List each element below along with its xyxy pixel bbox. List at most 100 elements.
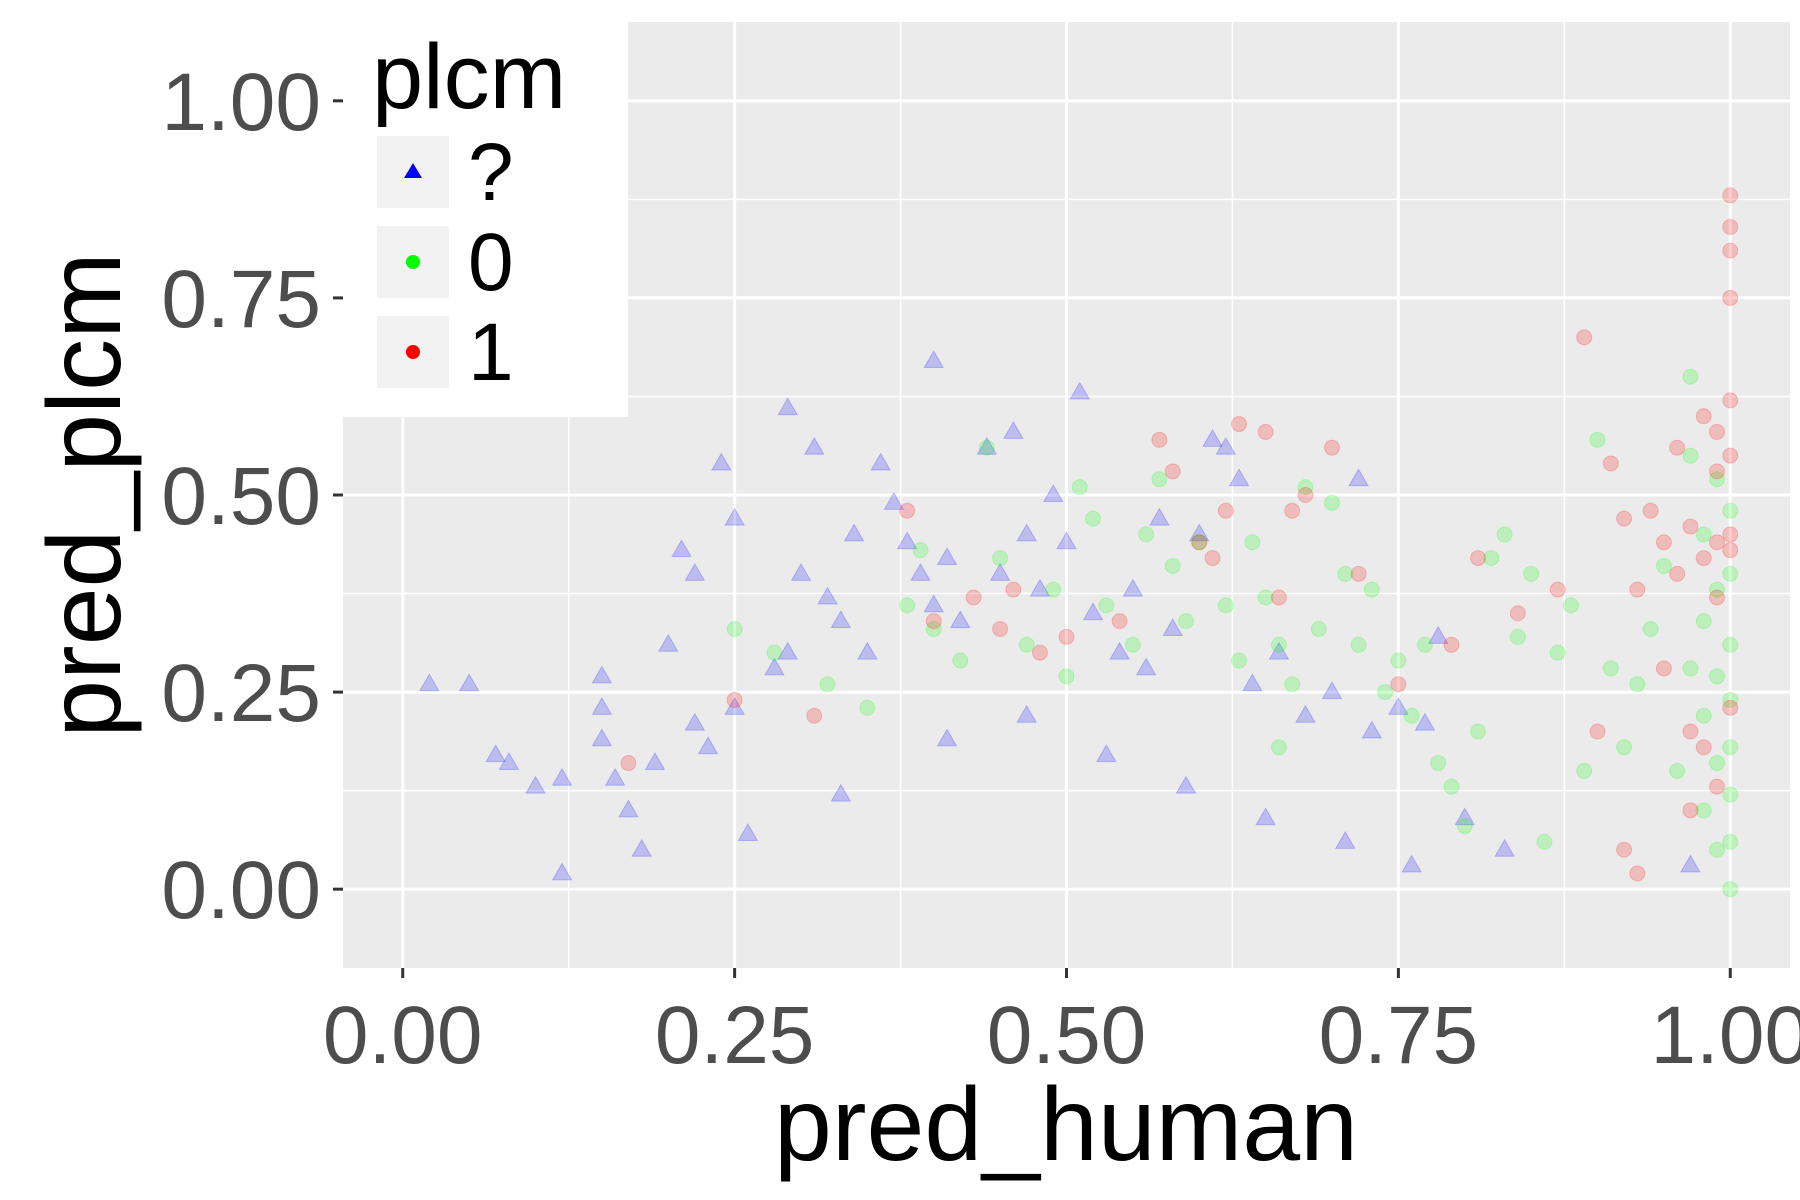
data-point [1655, 660, 1672, 677]
data-point [1722, 786, 1739, 803]
series-1 [620, 187, 1739, 882]
data-point [1562, 597, 1579, 614]
data-point [843, 523, 865, 542]
data-point [1602, 660, 1619, 677]
data-point [1350, 565, 1367, 582]
data-point [1058, 628, 1075, 645]
data-point [618, 799, 639, 818]
data-point [857, 641, 878, 660]
data-point [1310, 621, 1327, 638]
legend-circle-symbol [406, 255, 420, 269]
data-point [1695, 408, 1712, 425]
data-point [1124, 636, 1141, 653]
data-point [1642, 621, 1659, 638]
data-point [923, 349, 945, 368]
data-point [1496, 526, 1513, 543]
data-point [1095, 744, 1117, 763]
data-point [1202, 428, 1223, 447]
data-point [1629, 676, 1646, 693]
data-point [1695, 526, 1712, 543]
y-axis-title: pred_plcm [27, 252, 143, 738]
data-point [644, 752, 666, 771]
data-point [1722, 565, 1739, 582]
data-point [1334, 830, 1356, 849]
data-point [1616, 739, 1633, 756]
data-point [1708, 471, 1725, 488]
data-point [803, 436, 825, 455]
data-point [1348, 468, 1369, 487]
data-point [1616, 841, 1633, 858]
data-point [1669, 762, 1686, 779]
data-point [1029, 578, 1051, 597]
data-point [1162, 618, 1184, 637]
data-point [1427, 625, 1449, 644]
data-point [1270, 636, 1287, 653]
data-point [1682, 518, 1699, 535]
data-point [1682, 802, 1699, 819]
data-point [1695, 613, 1712, 630]
data-point [1295, 704, 1316, 723]
data-point [1602, 455, 1619, 472]
data-point [1708, 755, 1725, 772]
data-point [1576, 762, 1593, 779]
data-point [777, 397, 799, 416]
data-point [1722, 699, 1739, 716]
data-point [790, 562, 812, 581]
data-point [1003, 420, 1024, 439]
data-point [1722, 242, 1739, 259]
data-point [1337, 565, 1354, 582]
data-point [936, 728, 958, 747]
data-point [989, 562, 1011, 581]
data-point [936, 547, 958, 566]
data-point [1722, 447, 1739, 464]
data-point [737, 822, 759, 841]
data-point [1708, 534, 1725, 551]
data-point [817, 586, 838, 605]
data-point [1708, 778, 1725, 795]
data-point [1149, 507, 1170, 526]
data-point [1377, 684, 1394, 701]
data-point [1191, 534, 1208, 551]
data-point [1589, 723, 1606, 740]
data-point [899, 597, 916, 614]
data-point [1470, 723, 1487, 740]
data-point [1324, 439, 1341, 456]
data-point [1708, 668, 1725, 685]
data-point [551, 862, 573, 881]
y-tick-label: 0.00 [161, 845, 321, 936]
data-point [899, 502, 916, 519]
x-tick-label: 1.00 [1650, 990, 1800, 1081]
data-point [1708, 463, 1725, 480]
data-point [671, 539, 692, 558]
data-point [1722, 392, 1739, 409]
data-point [1175, 775, 1197, 794]
y-tick-label: 1.00 [161, 57, 321, 148]
data-point [604, 767, 626, 786]
data-point [1122, 578, 1144, 597]
data-point [1669, 565, 1686, 582]
data-point [1523, 565, 1540, 582]
data-point [912, 542, 929, 559]
data-point [724, 507, 745, 526]
data-point [1177, 613, 1194, 630]
x-axis: 0.00 0.25 0.50 0.75 1.00 [323, 968, 1800, 1081]
data-point [1056, 531, 1077, 550]
data-point [949, 610, 971, 629]
data-point [925, 613, 942, 630]
data-point [1138, 526, 1155, 543]
data-point [1350, 636, 1367, 653]
data-point [1217, 502, 1234, 519]
data-point [965, 589, 982, 606]
data-point [1082, 602, 1104, 621]
data-point [1204, 550, 1221, 567]
data-point [1682, 723, 1699, 740]
data-point [591, 728, 613, 747]
data-point [1589, 431, 1606, 448]
data-point [1284, 676, 1301, 693]
data-point [883, 491, 905, 510]
data-point [1005, 581, 1022, 598]
legend-entry: 0 [377, 217, 514, 308]
data-point [1361, 720, 1383, 739]
data-point [1695, 550, 1712, 567]
data-point [1297, 479, 1314, 496]
